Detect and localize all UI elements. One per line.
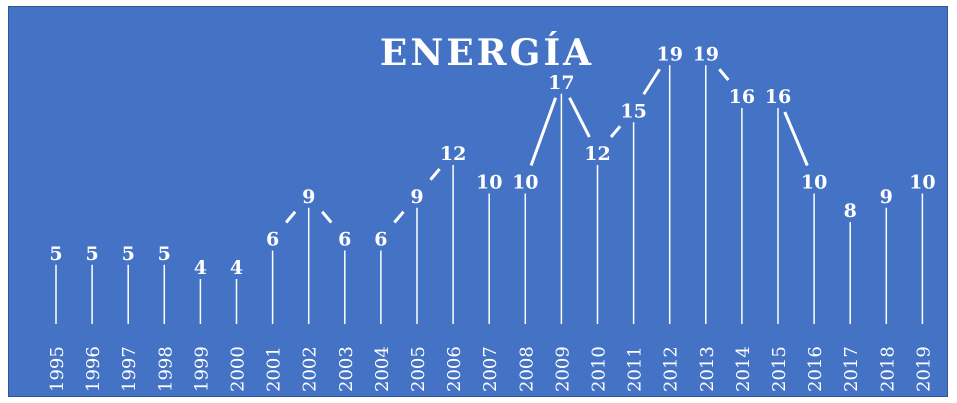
x-tick-label: 2007 xyxy=(480,346,501,392)
series-line-segment xyxy=(642,68,661,96)
x-tick-label: 2015 xyxy=(769,346,790,392)
x-tick-label: 1995 xyxy=(47,346,68,392)
data-label: 9 xyxy=(410,186,423,208)
x-tick-label: 2004 xyxy=(372,346,393,392)
x-tick-label: 2013 xyxy=(697,346,718,392)
data-label: 10 xyxy=(512,172,538,194)
x-tick-label: 2002 xyxy=(300,346,321,392)
data-label: 6 xyxy=(338,229,351,251)
x-tick-label: 2008 xyxy=(516,346,537,392)
x-tick-label: 2001 xyxy=(264,346,285,392)
x-tick-label: 2012 xyxy=(661,346,682,392)
series-line-segment xyxy=(284,210,297,224)
series-line-segment xyxy=(529,97,558,167)
data-label: 10 xyxy=(801,172,827,194)
x-tick-label: 2011 xyxy=(625,346,646,392)
x-tick-label: 2016 xyxy=(805,346,826,392)
series-line-segment xyxy=(609,125,622,138)
data-label: 12 xyxy=(440,143,466,165)
x-tick-label: 2019 xyxy=(913,346,934,392)
data-label: 5 xyxy=(85,243,98,265)
x-tick-label: 1997 xyxy=(119,346,140,392)
data-label: 17 xyxy=(548,72,574,94)
data-label: 19 xyxy=(693,43,719,65)
chart-area: ENERGÍA 5 5 5 5 4 4 6 9 6 6 9 12 10 10 17 12 15 19 19 16 16 1… xyxy=(8,6,948,397)
data-label: 15 xyxy=(620,100,646,122)
x-tick-label: 2006 xyxy=(444,346,465,392)
data-label: 8 xyxy=(844,200,857,222)
x-tick-label: 2000 xyxy=(228,346,249,392)
data-label: 6 xyxy=(374,229,387,251)
data-label: 9 xyxy=(302,186,315,208)
series-line-segment xyxy=(393,210,405,224)
data-label: 10 xyxy=(476,172,502,194)
data-label: 10 xyxy=(909,172,935,194)
series-line-segment xyxy=(321,210,333,224)
data-labels: 5 5 5 5 4 4 6 9 6 6 9 12 10 10 17 12 15 19 19 16 16 10 8 9 10 xyxy=(49,43,935,279)
x-tick-label: 2014 xyxy=(733,346,754,392)
data-label: 5 xyxy=(158,243,171,265)
data-label: 4 xyxy=(194,257,207,279)
x-tick-label: 2009 xyxy=(552,346,573,392)
data-label: 16 xyxy=(765,86,791,108)
data-label: 5 xyxy=(49,243,62,265)
series-line xyxy=(284,68,809,224)
data-label: 5 xyxy=(122,243,135,265)
x-tick-label: 2005 xyxy=(408,346,429,392)
data-label: 9 xyxy=(880,186,893,208)
data-label: 16 xyxy=(729,86,755,108)
data-label: 6 xyxy=(266,229,279,251)
x-tick-label: 2018 xyxy=(877,346,898,392)
data-label: 19 xyxy=(656,43,682,65)
drop-lines xyxy=(55,65,924,324)
x-tick-label: 1998 xyxy=(155,346,176,392)
series-line-segment xyxy=(568,97,591,138)
series-line-segment xyxy=(783,111,809,167)
chart-title: ENERGÍA xyxy=(380,32,594,74)
x-tick-label: 2010 xyxy=(589,346,610,392)
chart-svg: ENERGÍA 5 5 5 5 4 4 6 9 6 6 9 12 10 10 17 12 15 19 19 16 16 1… xyxy=(47,32,936,392)
x-tick-label: 1996 xyxy=(83,346,104,392)
series-line-segment xyxy=(718,68,730,81)
x-tick-label: 2003 xyxy=(336,346,357,392)
series-line-segment xyxy=(429,168,441,181)
x-axis-tick-labels: 1995 1996 1997 1998 1999 2000 2001 2002 2003 2004… xyxy=(47,346,934,392)
data-label: 4 xyxy=(230,257,243,279)
x-tick-label: 1999 xyxy=(191,346,212,392)
data-label: 12 xyxy=(584,143,610,165)
x-tick-label: 2017 xyxy=(841,346,862,392)
